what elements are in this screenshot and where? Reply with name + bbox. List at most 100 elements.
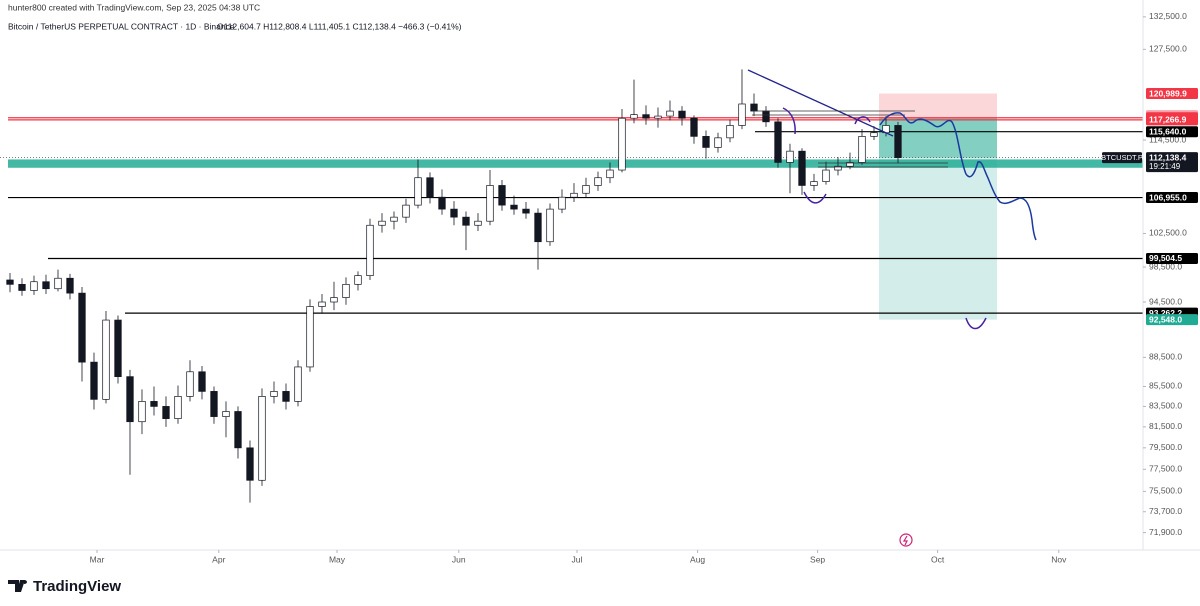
candle-body (570, 192, 578, 198)
candle-body (762, 110, 770, 123)
y-tick-label: 98,500.0 (1149, 261, 1182, 271)
y-tick-label: 75,500.0 (1149, 486, 1182, 496)
drawn-curve (803, 191, 827, 204)
candle-body (798, 150, 806, 186)
candle-body (66, 277, 74, 294)
y-tick-label: 81,500.0 (1149, 421, 1182, 431)
x-tick-label: Aug (690, 554, 705, 564)
price-level-label: 120,989.9 (1149, 88, 1187, 98)
candle-body (474, 220, 482, 226)
candle-body (78, 292, 86, 363)
symbol-label: BTCUSDT.P (1101, 153, 1143, 162)
candle-body (162, 406, 170, 419)
price-level-tag (1146, 252, 1198, 264)
candle-body (126, 376, 134, 423)
candle-body (846, 162, 854, 167)
header: hunter800 created with TradingView.com, … (8, 2, 260, 12)
candle-body (354, 275, 362, 285)
y-tick-label: 94,500.0 (1149, 296, 1182, 306)
drawn-curve (782, 107, 796, 135)
price-level-label: 92,548.0 (1149, 314, 1182, 324)
candle-body (822, 169, 830, 182)
candle-body (546, 208, 554, 243)
price-level-label: 99,504.5 (1149, 253, 1182, 263)
candle-body (666, 110, 674, 117)
brand-logo: TradingView (8, 578, 121, 595)
candle-body (714, 137, 722, 148)
candle-body (894, 125, 902, 158)
position-stop-zone (879, 93, 997, 118)
candle-body (774, 121, 782, 163)
candle-body (522, 208, 530, 214)
price-level-tag (1146, 88, 1198, 100)
drawn-curve (965, 317, 987, 330)
candle-body (114, 319, 122, 377)
price-level-tag (1146, 314, 1198, 326)
y-tick-label: 77,500.0 (1149, 464, 1182, 474)
drawn-curve (854, 116, 871, 125)
y-tick-label: 85,500.0 (1149, 381, 1182, 391)
x-tick-label: Sep (810, 554, 825, 564)
candle-body (618, 117, 626, 171)
x-tick-label: Nov (1051, 554, 1067, 564)
y-tick-label: 79,500.0 (1149, 442, 1182, 452)
y-tick-label: 71,900.0 (1149, 527, 1182, 537)
candle-body (702, 136, 710, 148)
candle-body (414, 177, 422, 206)
candle-body (450, 208, 458, 218)
price-level-tag (1146, 114, 1198, 126)
candle-body (234, 411, 242, 449)
price-level-tag (1146, 192, 1198, 204)
candle-body (750, 103, 758, 112)
candle-body (594, 177, 602, 186)
candle-body (366, 224, 374, 276)
trend-line (747, 69, 894, 137)
candle-body (138, 401, 146, 423)
y-tick-label: 88,500.0 (1149, 352, 1182, 362)
x-tick-label: Mar (90, 554, 105, 564)
candle-body (222, 411, 230, 417)
event-icon[interactable] (899, 533, 913, 547)
projection-path (879, 112, 1037, 241)
candle-body (654, 115, 662, 119)
candle-body (54, 277, 62, 290)
candle-body (6, 279, 14, 285)
event-icon-bolt (902, 535, 908, 546)
candle-body (786, 150, 794, 163)
y-tick-label: 114,500.0 (1149, 134, 1186, 144)
candle-body (834, 165, 842, 171)
price-level-label: 93,262.2 (1149, 308, 1182, 318)
price-level-label: 115,640.0 (1149, 126, 1187, 136)
y-tick-label: 83,500.0 (1149, 401, 1182, 411)
candle-body (246, 447, 254, 481)
candle-body (318, 301, 326, 307)
last-price-label: 112,138.4 (1149, 152, 1187, 162)
price-level-label: 106,955.0 (1149, 192, 1187, 202)
candle-body (858, 136, 866, 163)
candle-body (378, 220, 386, 226)
candle-body (426, 177, 434, 198)
support-zone (8, 159, 1143, 168)
y-tick-label: 102,500.0 (1149, 228, 1187, 238)
candle-body (486, 185, 494, 222)
y-tick-label: 132,500.0 (1149, 11, 1187, 21)
candle-body (810, 181, 818, 186)
candle-body (30, 281, 38, 291)
candle-body (630, 114, 638, 119)
drawings (747, 69, 1037, 330)
price-level-label: 117,266.9 (1149, 115, 1187, 125)
candle-body (510, 204, 518, 210)
countdown-label: 19:21:49 (1149, 162, 1181, 171)
candle-body (498, 185, 506, 206)
candle-body (438, 196, 446, 210)
price-level-tag (1146, 126, 1198, 138)
candle-body (342, 283, 350, 298)
last-price-tag (1146, 152, 1198, 173)
background-layer (0, 93, 1143, 320)
y-tick-label: 127,500.0 (1149, 44, 1187, 54)
ohlc-line: O112,604.7 H112,808.4 L111,405.1 C112,13… (217, 21, 462, 31)
y-tick-label: 73,700.0 (1149, 506, 1182, 516)
brand-name: TradingView (33, 578, 121, 595)
candle-body (738, 103, 746, 126)
